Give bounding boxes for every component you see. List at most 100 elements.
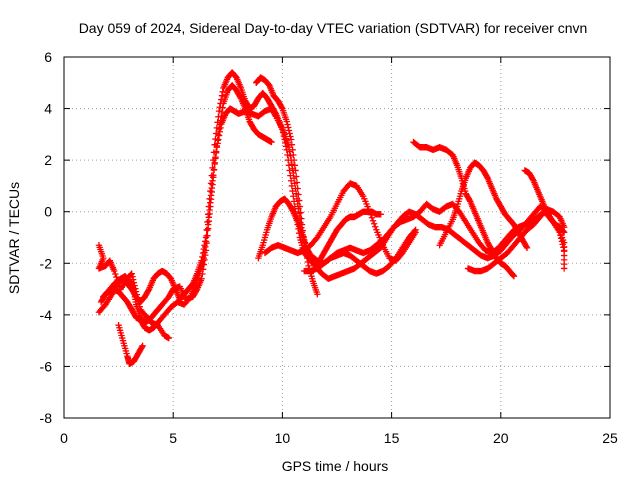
data-point — [268, 138, 275, 146]
data-point — [138, 343, 146, 351]
series-trace-8 — [261, 180, 419, 264]
data-point — [290, 156, 298, 164]
data-point — [198, 257, 205, 264]
plot-frame — [63, 56, 611, 419]
data-point — [367, 211, 375, 218]
axes: 0 5 10 15 20 25 -8 -6 -4 -2 0 2 4 6 — [40, 49, 618, 446]
y-tick-label: 4 — [44, 101, 52, 117]
data-point — [286, 130, 293, 137]
data-point — [214, 119, 221, 126]
y-tick-label: -2 — [40, 255, 53, 271]
data-point — [411, 227, 418, 235]
data-point — [139, 342, 146, 349]
x-tick-label: 0 — [60, 430, 68, 446]
data-point — [207, 192, 215, 199]
data-point — [206, 206, 213, 214]
data-point — [284, 121, 291, 128]
data-point — [202, 234, 210, 241]
x-tick-label: 25 — [602, 430, 618, 446]
data-point — [205, 203, 213, 210]
data-point — [290, 151, 297, 159]
data-point — [295, 191, 302, 198]
data-point — [368, 214, 376, 221]
data-point — [509, 272, 517, 279]
data-point — [289, 207, 296, 214]
data-point — [165, 334, 173, 342]
data-point — [199, 253, 206, 261]
data-point — [304, 258, 312, 266]
data-point — [295, 197, 303, 204]
data-point — [558, 238, 566, 245]
data-point — [212, 135, 219, 143]
data-point — [314, 291, 321, 298]
data-point — [217, 100, 224, 107]
data-point — [145, 287, 152, 294]
data-point — [216, 128, 223, 135]
data-points — [95, 69, 568, 368]
data-point — [293, 173, 300, 180]
data-point — [285, 124, 292, 131]
series-trace-9 — [301, 226, 419, 277]
data-point — [215, 107, 223, 115]
data-point — [203, 226, 210, 233]
y-tick-label: -4 — [40, 307, 53, 323]
x-tick-label: 15 — [384, 430, 400, 446]
x-tick-label: 20 — [493, 430, 509, 446]
data-point — [377, 211, 384, 218]
data-point — [560, 228, 567, 235]
data-point — [202, 238, 209, 245]
series-trace-7 — [255, 195, 384, 267]
data-point — [216, 104, 223, 111]
data-point — [412, 226, 419, 233]
data-point — [211, 141, 218, 148]
data-point — [207, 199, 214, 206]
y-tick-label: 0 — [44, 204, 52, 220]
data-point — [288, 141, 296, 148]
data-point — [560, 223, 568, 231]
data-point — [296, 203, 304, 210]
data-point — [200, 245, 207, 253]
data-point — [292, 167, 299, 174]
data-point — [285, 162, 293, 169]
data-point — [285, 127, 293, 134]
data-point — [466, 196, 473, 204]
data-point — [209, 164, 216, 172]
data-point — [293, 179, 301, 186]
data-point — [210, 156, 217, 164]
data-point — [201, 242, 208, 249]
data-point — [212, 130, 220, 137]
data-point — [204, 218, 211, 226]
y-axis-label: SDTVAR / TECUs — [6, 182, 22, 294]
data-point — [370, 220, 378, 227]
data-point — [366, 208, 373, 215]
data-point — [198, 275, 205, 282]
data-point — [284, 151, 291, 159]
x-tick-label: 5 — [169, 430, 177, 446]
data-point — [557, 232, 564, 239]
data-point — [205, 214, 213, 221]
data-point — [199, 249, 207, 257]
data-point — [219, 88, 226, 96]
data-point — [218, 96, 225, 103]
data-point — [560, 244, 567, 251]
data-point — [283, 118, 290, 125]
data-point — [111, 267, 118, 275]
y-tick-label: -8 — [40, 410, 53, 426]
data-point — [112, 270, 119, 278]
data-point — [288, 161, 296, 168]
data-point — [510, 272, 518, 280]
data-point — [207, 187, 214, 195]
y-tick-label: 6 — [44, 49, 52, 65]
series-trace-6 — [252, 74, 321, 298]
chart-title: Day 059 of 2024, Sidereal Day-to-day VTE… — [79, 20, 588, 36]
data-point — [287, 133, 294, 140]
data-point — [218, 92, 226, 99]
data-point — [128, 270, 135, 277]
data-point — [483, 173, 491, 181]
data-point — [208, 184, 215, 192]
data-point — [129, 273, 136, 280]
data-point — [214, 140, 221, 147]
data-point — [271, 109, 279, 116]
